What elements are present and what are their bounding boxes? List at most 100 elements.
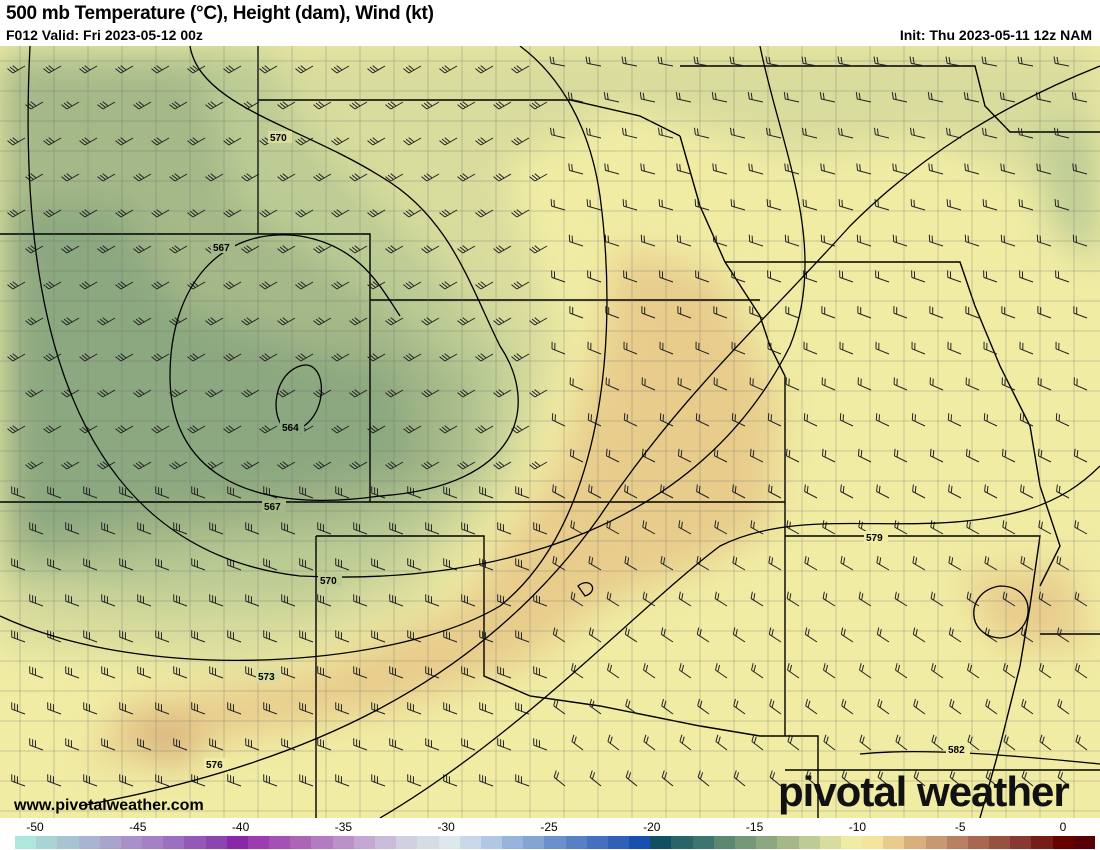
wind-barb	[568, 163, 584, 175]
wind-barb	[803, 413, 818, 427]
colorbar-tick-label: -15	[745, 820, 764, 834]
wind-barb	[241, 317, 260, 326]
wind-barb	[439, 353, 458, 362]
wind-barb	[313, 245, 332, 254]
wind-barb	[493, 173, 512, 182]
wind-barb	[1037, 377, 1052, 391]
wind-barb	[821, 448, 836, 463]
wind-barb	[587, 341, 602, 355]
wind-barb	[607, 734, 620, 751]
colorbar-tick-label: -25	[540, 820, 558, 834]
wind-barb	[529, 245, 548, 254]
wind-barb	[443, 630, 458, 643]
wind-barb	[79, 65, 98, 74]
wind-barb	[425, 738, 440, 751]
wind-barb	[241, 389, 260, 398]
wind-barb	[299, 558, 314, 571]
wind-barb	[837, 56, 854, 67]
wind-barb	[730, 199, 746, 211]
wind-barb	[733, 698, 746, 715]
wind-barb	[151, 209, 170, 218]
wind-barb	[948, 627, 962, 643]
wind-barb	[191, 774, 206, 787]
wind-barb	[137, 522, 152, 535]
wind-barb	[1074, 591, 1088, 607]
wind-barb	[715, 734, 728, 751]
wind-barb	[349, 461, 368, 470]
temperature-field	[0, 46, 1100, 818]
wind-barb	[857, 448, 872, 463]
wind-barb	[695, 270, 710, 283]
wind-barb	[624, 555, 638, 571]
wind-barb	[223, 137, 242, 146]
wind-barb	[750, 520, 764, 535]
wind-barb	[623, 413, 638, 427]
wind-barb	[97, 389, 116, 398]
wind-barb	[949, 698, 962, 715]
wind-barb	[639, 92, 656, 103]
wind-barb	[783, 92, 800, 103]
wind-barb	[1071, 92, 1088, 103]
wind-barb	[371, 558, 386, 571]
wind-barb	[349, 317, 368, 326]
wind-barb	[929, 377, 944, 391]
wind-barb	[805, 770, 818, 787]
wind-barb	[227, 630, 242, 643]
wind-barb	[245, 522, 260, 535]
wind-barb	[643, 734, 656, 751]
wind-barb	[767, 270, 782, 283]
wind-barb	[1018, 127, 1034, 139]
wind-barb	[696, 627, 710, 643]
wind-barb	[964, 163, 980, 175]
wind-barb	[277, 389, 296, 398]
wind-barb	[367, 65, 386, 74]
wind-barb	[697, 698, 710, 715]
wind-barb	[511, 65, 530, 74]
wind-barb	[947, 270, 962, 283]
wind-barb	[695, 341, 710, 355]
wind-barb	[693, 56, 710, 67]
wind-barb	[407, 558, 422, 571]
wind-barb	[588, 555, 602, 571]
wind-barb	[425, 666, 440, 679]
colorbar-tick-label: -35	[334, 820, 353, 834]
wind-barb	[769, 770, 782, 787]
wind-barb	[11, 702, 26, 715]
wind-barb	[588, 484, 602, 499]
wind-barb	[714, 591, 728, 607]
wind-barb	[227, 774, 242, 787]
wind-barb	[443, 774, 458, 787]
wind-barb	[1020, 555, 1034, 571]
wind-barb	[570, 520, 584, 535]
wind-barb	[299, 774, 314, 787]
wind-barb	[676, 234, 692, 247]
colorbar-swatch	[523, 836, 545, 849]
colorbar-swatch	[607, 836, 630, 849]
wind-barb	[823, 663, 836, 679]
wind-barb	[43, 425, 62, 434]
wind-barb	[511, 209, 530, 218]
wind-barb	[785, 306, 800, 319]
pivotal-weather-logo: pivotal weather	[778, 768, 1070, 815]
wind-barb	[1056, 555, 1070, 571]
colorbar-swatch	[226, 836, 249, 849]
wind-barb	[65, 594, 80, 607]
wind-barb	[1000, 163, 1016, 175]
wind-barb	[805, 698, 818, 715]
wind-barb	[947, 413, 962, 427]
wind-barb	[696, 484, 710, 499]
wind-barb	[1053, 56, 1070, 67]
contour-label: 573	[258, 672, 275, 683]
wind-barb	[767, 413, 782, 427]
wind-barb	[223, 209, 242, 218]
wind-barb	[155, 702, 170, 715]
wind-barb	[585, 56, 602, 67]
wind-barb	[151, 353, 170, 362]
colorbar-tick-label: -5	[954, 820, 966, 834]
wind-barb	[660, 484, 674, 499]
wind-barb	[768, 555, 782, 571]
wind-barb	[25, 173, 44, 182]
wind-barb	[493, 389, 512, 398]
wind-barb	[403, 137, 422, 146]
wind-barb	[749, 377, 764, 391]
